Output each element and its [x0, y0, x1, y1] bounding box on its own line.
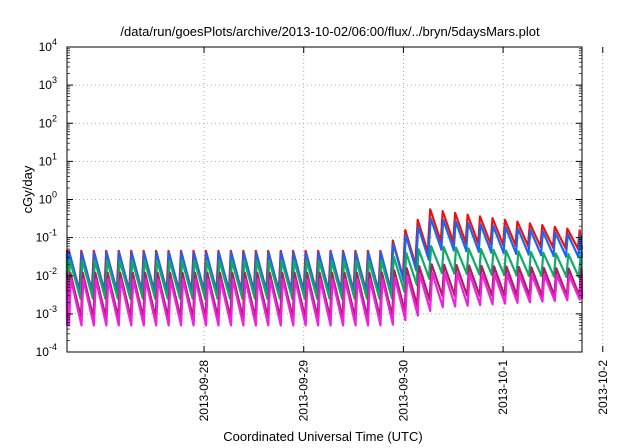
series-line: [65, 271, 584, 327]
x-tick-label: 2013-09-28: [197, 360, 211, 422]
x-tick-label: 2013-09-30: [396, 360, 410, 422]
x-tick-label: 2013-10-2: [596, 360, 610, 415]
x-axis-title: Coordinated Universal Time (UTC): [223, 429, 422, 444]
y-tick-label: 100: [39, 190, 57, 207]
series-line: [65, 245, 584, 300]
y-tick-label: 104: [39, 37, 57, 54]
y-tick-label: 10-1: [36, 228, 57, 245]
y-axis-title: cGy/day: [20, 165, 35, 213]
y-tick-label: 102: [39, 113, 57, 130]
y-tick-label: 101: [39, 151, 57, 168]
grid: [67, 47, 604, 352]
chart-title: /data/run/goesPlots/archive/2013-10-02/0…: [120, 24, 540, 39]
y-tick-label: 10-2: [36, 266, 57, 283]
series-line: [65, 217, 584, 295]
series-group: [65, 208, 584, 327]
y-axis: 10-4 10-3 10-2 10-1 100 101 102 103 104: [36, 37, 582, 359]
y-tick-label: 10-3: [36, 304, 57, 321]
y-tick-label: 103: [39, 75, 57, 92]
x-tick-label: 2013-10-1: [496, 360, 510, 415]
series-line: [65, 208, 584, 292]
x-tick-label: 2013-09-29: [297, 360, 311, 422]
y-tick-label: 10-4: [36, 342, 57, 359]
x-axis: 2013-09-28 2013-09-29 2013-09-30 2013-10-1 2…: [197, 47, 610, 421]
